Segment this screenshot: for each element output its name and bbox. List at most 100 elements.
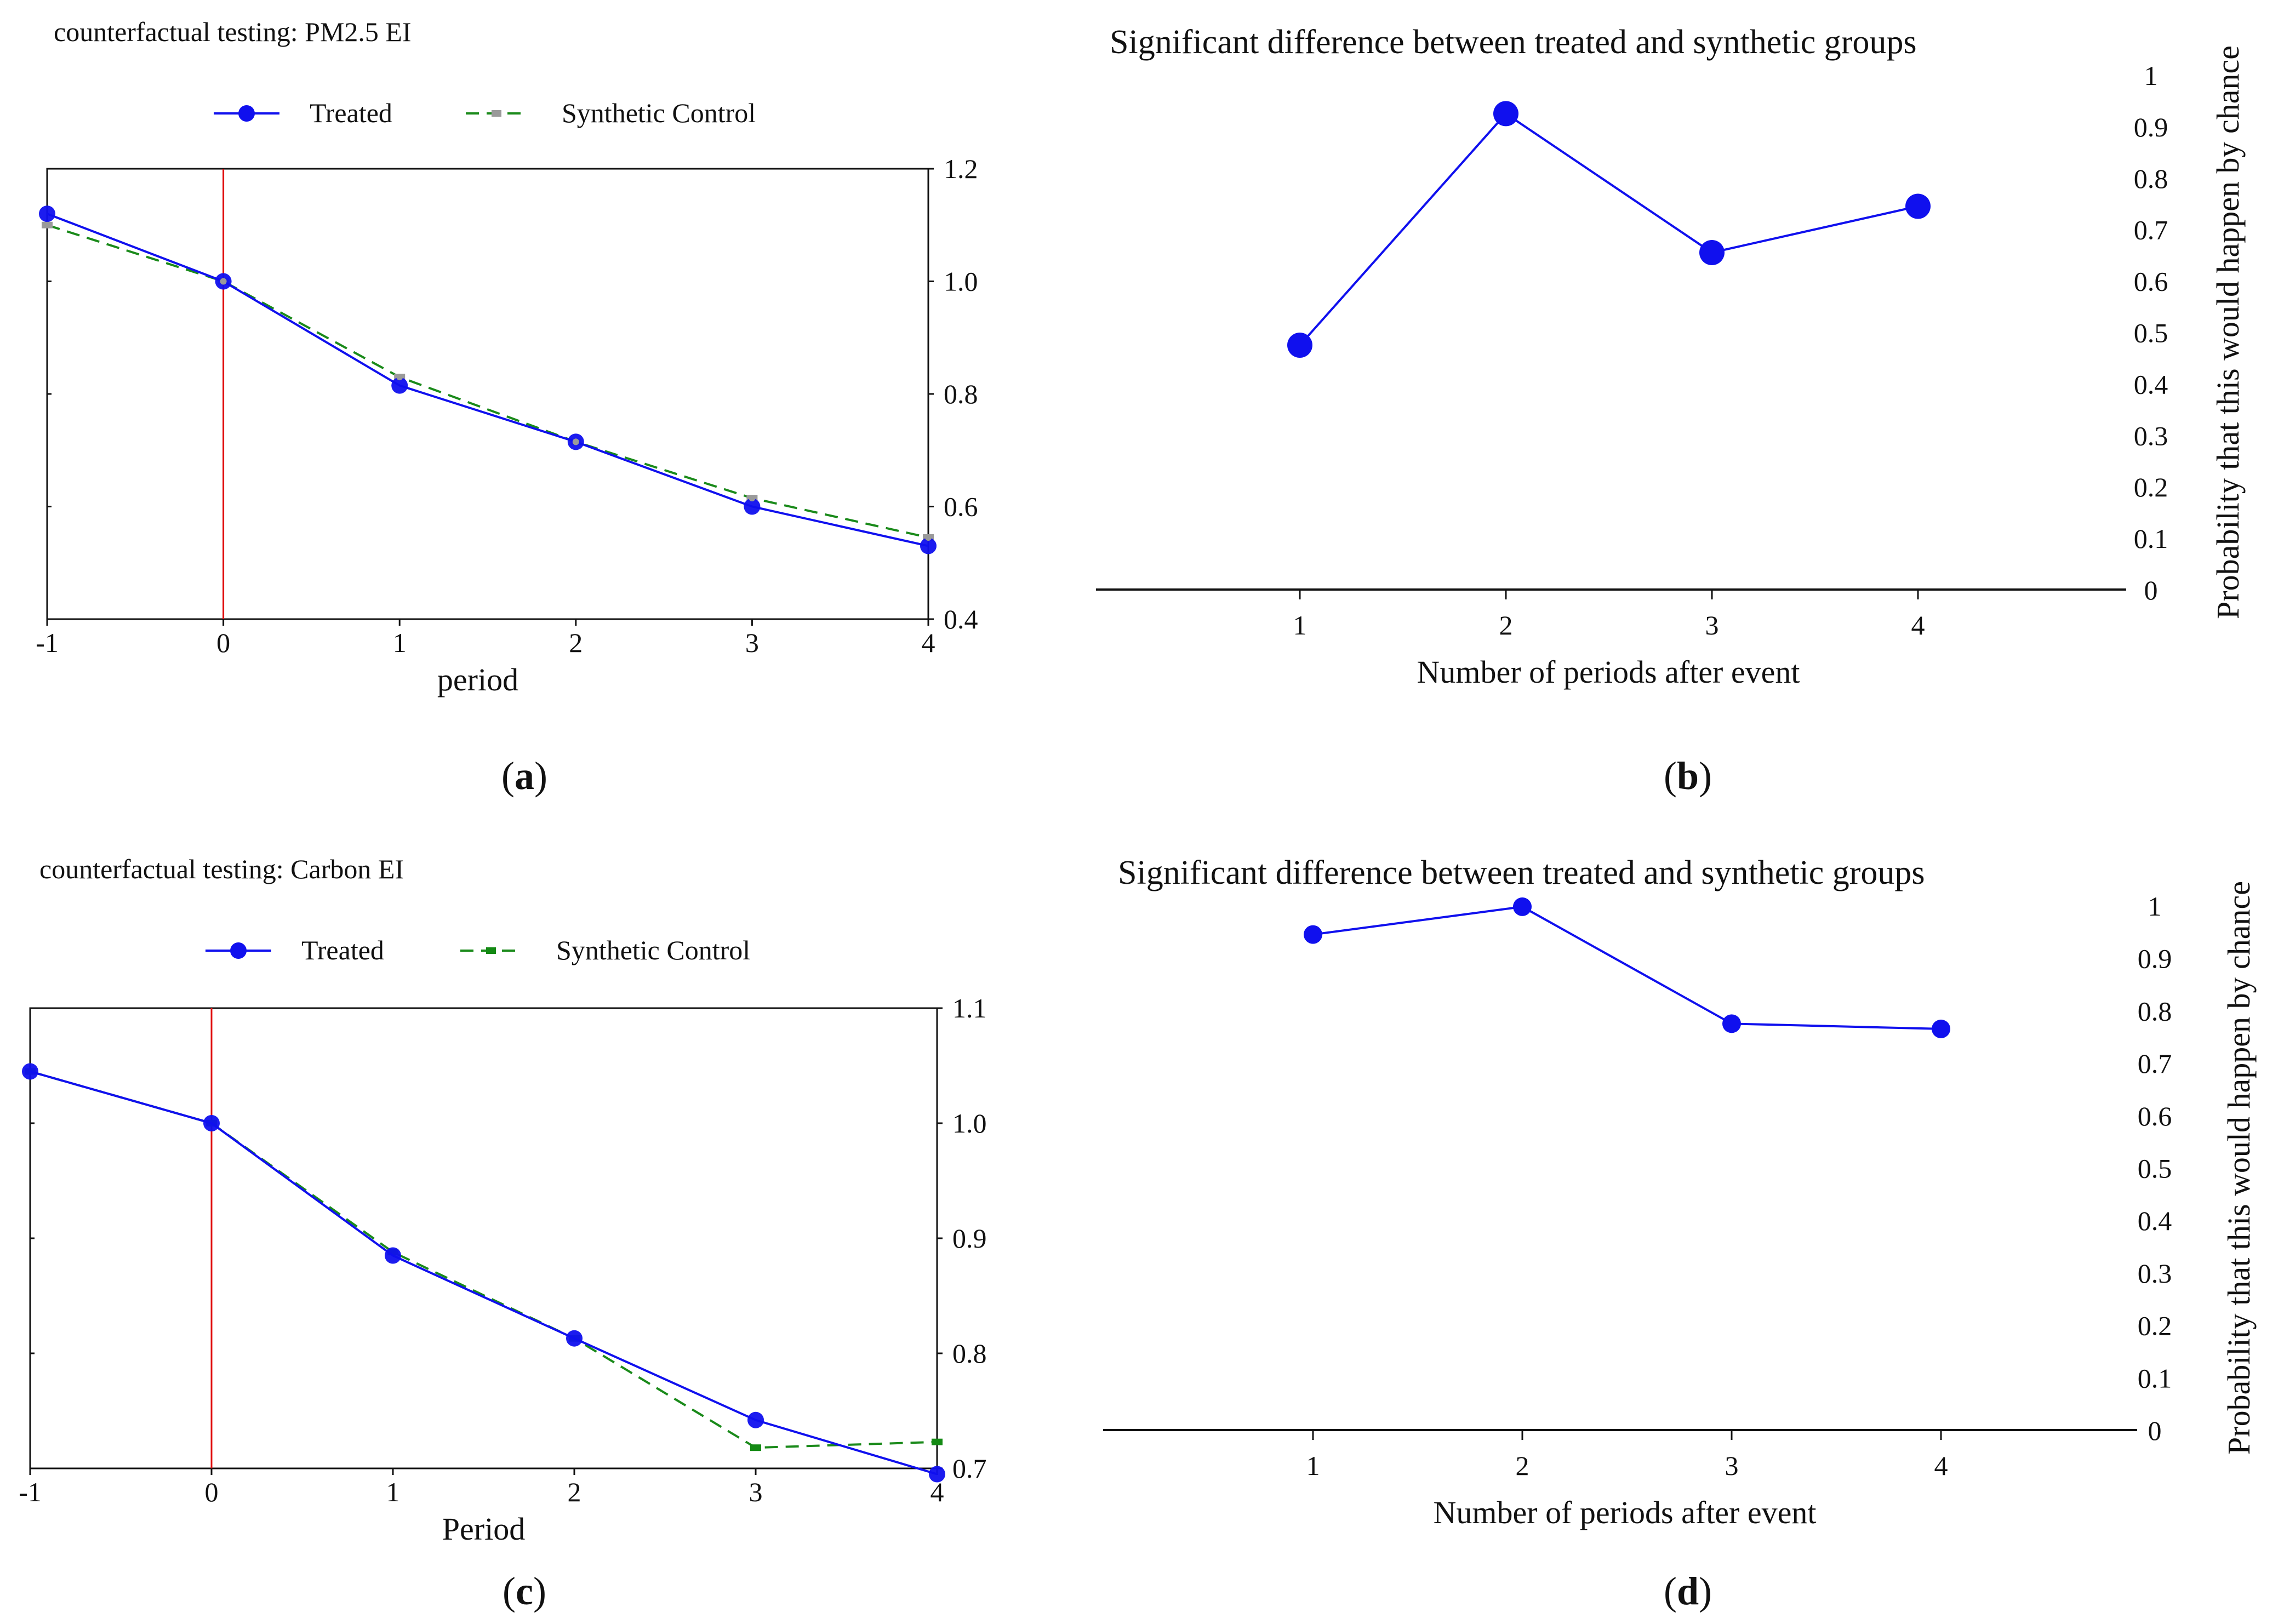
point-treated [203, 1115, 220, 1131]
point-synthetic-overlay [572, 438, 579, 445]
y-tick-label: 1 [2144, 60, 2158, 91]
y-tick-label: 1 [2148, 891, 2162, 922]
series-line [1299, 112, 1919, 346]
point-synthetic-overlay [396, 374, 403, 381]
panel-caption: (b) [1664, 754, 1712, 798]
point-synthetic-overlay [220, 278, 227, 285]
y-tick-label: 1.1 [952, 993, 987, 1023]
x-tick-label: 1 [1293, 610, 1307, 641]
x-tick-label: 4 [1934, 1450, 1948, 1481]
x-tick-label: 2 [569, 627, 583, 658]
legend-marker-synthetic [492, 110, 501, 117]
y-tick-label: 0.6 [2138, 1101, 2172, 1131]
legend-label-treated: Treated [310, 98, 392, 128]
y-tick-label: 0 [2148, 1415, 2162, 1446]
x-axis-label: Number of periods after event [1434, 1495, 1817, 1530]
y-tick-label: 1.0 [944, 266, 978, 297]
point-treated [22, 1063, 38, 1080]
caption-close: ) [534, 754, 547, 798]
y-tick-label: 0.6 [944, 491, 978, 522]
legend-label-treated: Treated [301, 935, 384, 965]
point [1287, 332, 1312, 358]
point-treated [385, 1247, 401, 1264]
x-tick-label: 1 [1306, 1450, 1320, 1481]
y-tick-label: 0.8 [952, 1338, 987, 1369]
series-line-synthetic [30, 1070, 938, 1449]
y-tick-label: 0.4 [944, 604, 978, 634]
x-tick-label: 4 [1911, 610, 1925, 641]
caption-open: ( [1664, 1569, 1677, 1613]
point [1513, 897, 1532, 916]
y-tick-label: 0 [2144, 575, 2158, 605]
point-synthetic [932, 1438, 943, 1445]
y-tick-label: 0.9 [2134, 112, 2168, 142]
chart-title: counterfactual testing: PM2.5 EI [54, 16, 412, 47]
x-tick-label: 2 [1499, 610, 1513, 641]
caption-open: ( [1664, 754, 1677, 798]
point [1905, 193, 1931, 219]
y-tick-label: 0.4 [2138, 1205, 2172, 1236]
y-tick-label: 1.2 [944, 153, 978, 184]
x-tick-label: 0 [205, 1477, 219, 1507]
y-axis-label: Probability that this would happen by ch… [2221, 881, 2257, 1455]
caption-a: (a) [501, 754, 547, 798]
point-synthetic-overlay [44, 221, 50, 228]
chart-title: counterfactual testing: Carbon EI [39, 854, 404, 884]
legend-label-synthetic: Synthetic Control [556, 935, 750, 965]
x-tick-label: 1 [393, 627, 407, 658]
caption-close: ) [1699, 754, 1712, 798]
point-treated [920, 537, 937, 554]
point-treated [391, 377, 408, 394]
point-treated [39, 205, 55, 222]
legend-marker-synthetic [486, 947, 496, 954]
y-tick-label: 0.2 [2138, 1311, 2172, 1341]
legend-label-synthetic: Synthetic Control [562, 98, 756, 128]
legend-marker-treated [238, 105, 255, 122]
panel-c: counterfactual testing: Carbon EI Treated… [19, 854, 986, 1547]
point [1493, 101, 1518, 127]
x-axis-label: Period [442, 1511, 525, 1547]
point [1699, 239, 1725, 265]
x-tick-label: 3 [1725, 1450, 1739, 1481]
caption-letter: c [516, 1569, 533, 1613]
y-tick-label: 0.8 [2134, 163, 2168, 194]
y-tick-label: 0.5 [2138, 1153, 2172, 1184]
series-line-synthetic [47, 224, 929, 539]
x-tick-label: -1 [36, 627, 59, 658]
panel-d: Significant difference between treated a… [1103, 854, 2257, 1530]
panel-caption: (c) [503, 1569, 546, 1613]
caption-open: ( [501, 754, 515, 798]
caption-d: (d) [1664, 1569, 1712, 1613]
x-tick-label: 0 [216, 627, 230, 658]
x-tick-label: 1 [386, 1477, 400, 1507]
plot-frame [29, 1007, 938, 1469]
panel-b: Significant difference between treated a… [1096, 24, 2246, 690]
y-tick-label: 0.7 [952, 1453, 987, 1484]
series-line-treated [30, 1070, 938, 1476]
y-tick-label: 0.8 [944, 379, 978, 409]
point-synthetic-overlay [925, 534, 932, 541]
chart-title: Significant difference between treated a… [1118, 854, 1925, 891]
y-tick-label: 0.9 [2138, 943, 2172, 974]
y-tick-label: 0.9 [952, 1223, 987, 1254]
legend-marker-treated [230, 942, 247, 959]
point [1932, 1019, 1950, 1038]
point-treated [744, 498, 761, 515]
panel-caption: (a) [501, 754, 547, 798]
plot-frame [46, 168, 929, 620]
y-tick-label: 0.3 [2138, 1258, 2172, 1289]
chart-title: Significant difference between treated a… [1110, 24, 1917, 61]
point-treated [929, 1466, 945, 1483]
x-axis-label: Number of periods after event [1417, 654, 1800, 690]
point-synthetic [750, 1444, 761, 1451]
panel-caption: (d) [1664, 1569, 1712, 1613]
panel-a: counterfactual testing: PM2.5 EI Treated S… [36, 16, 978, 697]
point-synthetic-overlay [749, 495, 756, 502]
x-tick-label: 3 [749, 1477, 763, 1507]
caption-c: (c) [503, 1569, 546, 1613]
caption-letter: b [1677, 754, 1699, 798]
y-tick-label: 0.8 [2138, 996, 2172, 1026]
caption-open: ( [503, 1569, 516, 1613]
y-tick-label: 1.0 [952, 1108, 987, 1139]
